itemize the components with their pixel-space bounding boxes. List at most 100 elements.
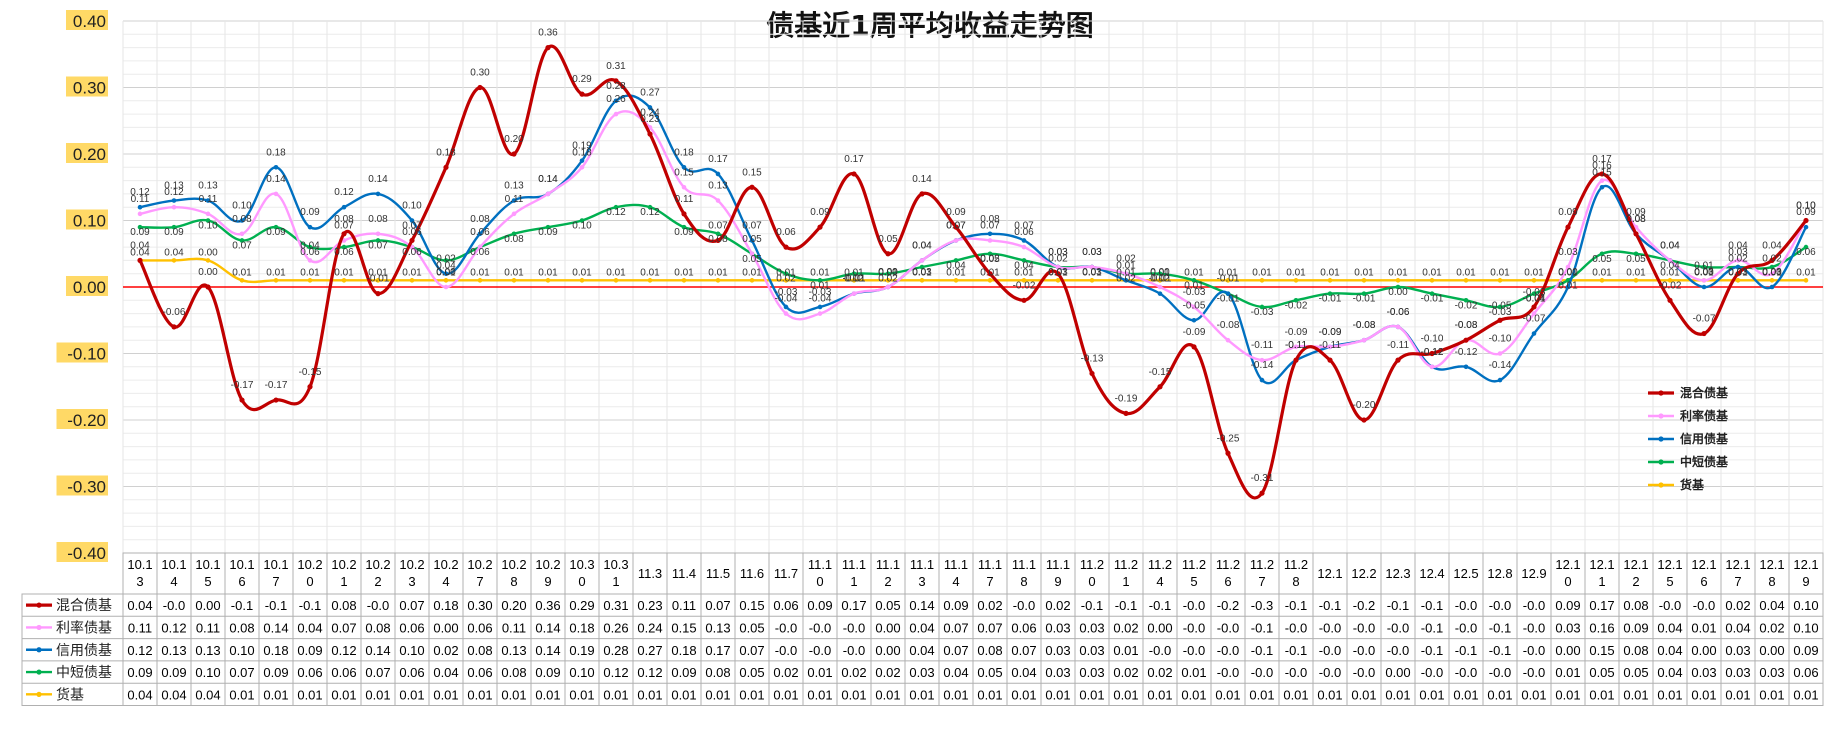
data-point [239,231,245,237]
data-point [1531,331,1537,336]
data-label: 0.13 [164,181,184,192]
data-point [987,231,993,237]
table-cell: 0.03 [1725,665,1750,680]
data-point [1327,344,1333,350]
table-cell: -0.1 [1421,643,1443,658]
data-point [919,258,925,263]
data-label: 0.03 [1728,267,1748,278]
x-tick-label: 11.2 [1182,557,1206,572]
table-cell: 0.10 [1793,598,1818,613]
data-point [273,397,279,403]
data-point [1395,357,1401,363]
table-cell: 0.01 [1657,687,1682,702]
row-legend-marker [36,669,42,675]
x-tick-label: 11.2 [1250,557,1274,572]
data-label: 0.01 [606,267,626,278]
data-label: -0.14 [1251,360,1274,371]
data-label: 0.10 [198,221,218,232]
data-point [647,278,653,283]
data-point [953,278,959,283]
table-cell: 0.04 [1011,665,1036,680]
x-tick-label: 12.1 [1589,557,1614,572]
x-tick-label: 11.7 [774,566,798,581]
data-label: -0.03 [1183,287,1206,298]
table-cell: 0.12 [637,665,662,680]
y-tick-label: 0.00 [73,278,106,297]
row-legend-marker [36,691,42,697]
data-label: 0.01 [470,267,490,278]
x-tick-label: 0 [1088,574,1095,589]
data-point [1157,384,1163,390]
data-label: 0.17 [844,154,864,165]
data-label: -0.04 [775,294,798,305]
table-cell: 0.15 [671,620,696,635]
data-label: 0.14 [266,174,286,185]
data-point [1769,257,1775,263]
table-cell: -0.0 [1523,598,1545,613]
data-point [375,291,381,297]
data-point [613,98,619,104]
data-label: 0.02 [436,254,456,265]
data-label: 0.03 [1728,247,1748,258]
table-cell: 0.09 [297,643,322,658]
data-point [171,204,177,210]
x-tick-label: 0 [816,574,823,589]
table-cell: 0.09 [535,665,560,680]
data-label: 0.03 [1082,267,1102,278]
table-cell: 0.01 [1691,687,1716,702]
table-cell: 0.01 [977,687,1002,702]
data-label: 0.01 [1422,267,1442,278]
data-label: 0.03 [1082,247,1102,258]
data-label: 0.12 [334,187,354,198]
table-cell: 0.00 [1385,665,1410,680]
x-tick-label: 11.6 [740,566,764,581]
data-label: 0.13 [198,181,218,192]
data-label: 0.01 [334,267,354,278]
table-cell: 0.06 [297,665,322,680]
table-cell: 0.27 [637,643,662,658]
data-label: 0.01 [1184,280,1204,291]
data-label: 0.26 [606,94,626,105]
table-cell: -0.1 [1251,643,1273,658]
table-cell: 0.01 [1317,687,1342,702]
data-label: 0.03 [1558,247,1578,258]
data-label: 0.04 [912,240,932,251]
data-label: 0.04 [300,240,320,251]
data-label: 0.01 [368,267,388,278]
table-cell: 0.01 [331,687,356,702]
table-cell: -0.0 [809,620,831,635]
data-label: 0.01 [1592,267,1612,278]
data-label: -0.09 [1319,327,1342,338]
data-label: 0.07 [742,220,762,231]
data-label: 0.03 [1082,247,1102,258]
table-cell: 0.30 [467,598,492,613]
table-cell: 0.04 [909,643,934,658]
y-tick-label: 0.30 [73,79,106,98]
data-label: -0.11 [1285,340,1307,351]
table-cell: 0.10 [1793,620,1818,635]
x-tick-label: 12.4 [1419,566,1444,581]
data-label: 0.09 [164,227,184,238]
x-tick-label: 3 [408,574,415,589]
row-name: 利率债基 [56,619,112,636]
x-tick-label: 9 [1802,574,1809,589]
table-cell: -0.0 [1693,598,1715,613]
table-cell: 0.12 [331,643,356,658]
data-label: -0.01 [843,274,866,285]
table-cell: -0.0 [1353,643,1375,658]
table-cell: -0.0 [1455,620,1477,635]
table-cell: 0.01 [1249,687,1274,702]
table-cell: 0.01 [433,687,458,702]
table-cell: -0.3 [1251,598,1273,613]
data-point [681,165,687,170]
data-point [1769,264,1775,270]
data-label: 0.04 [1014,260,1034,271]
table-cell: 0.14 [535,620,560,635]
data-label: 0.00 [1694,267,1714,278]
data-label: -0.12 [1455,347,1478,358]
data-label: 0.01 [708,267,728,278]
data-point [1769,271,1775,277]
y-tick-highlight [66,76,108,97]
table-cell: 0.11 [128,620,152,635]
